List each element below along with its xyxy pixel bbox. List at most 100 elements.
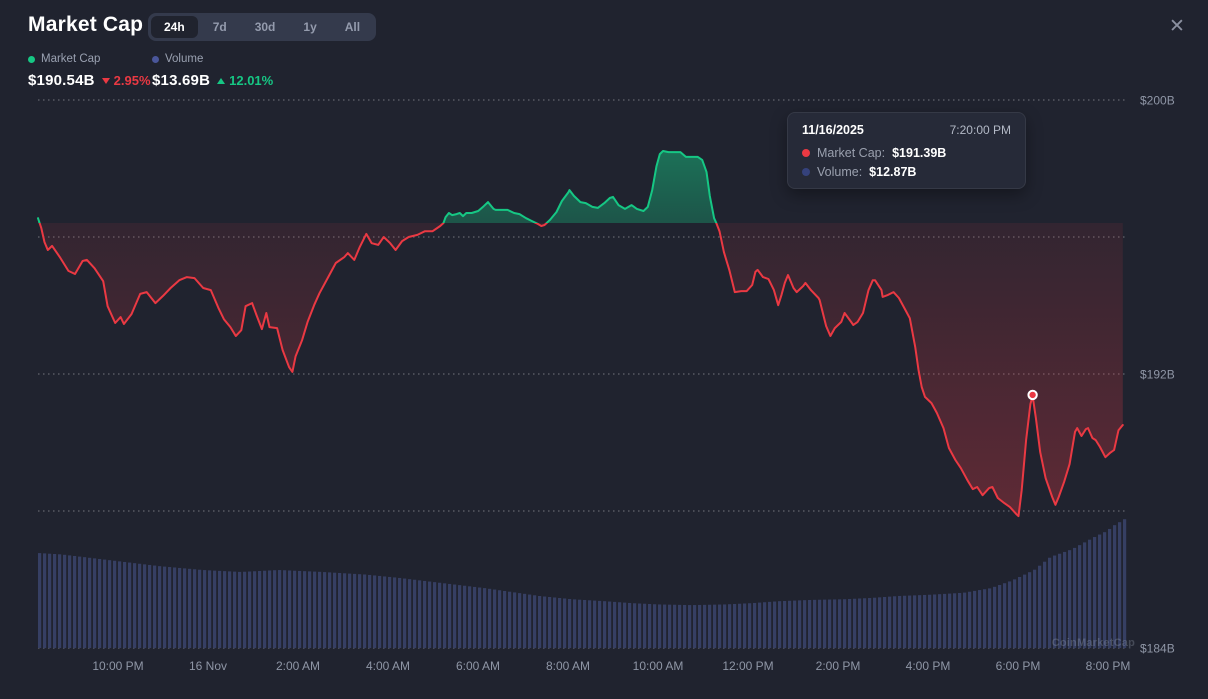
volume-bar: [823, 599, 827, 648]
volume-bar: [198, 569, 202, 648]
volume-bar: [158, 566, 162, 648]
volume-bar: [673, 604, 677, 648]
volume-bar: [788, 600, 792, 648]
volume-bar: [128, 562, 132, 648]
tooltip-row-label: Market Cap:: [817, 146, 886, 160]
volume-bar: [328, 572, 332, 648]
volume-bar: [753, 602, 757, 648]
volume-bar: [508, 591, 512, 648]
volume-bar: [588, 600, 592, 648]
price-line: [37, 150, 1124, 518]
volume-bar: [663, 604, 667, 648]
volume-bar: [668, 604, 672, 648]
volume-bar: [368, 574, 372, 648]
area-fill-up: [38, 151, 717, 223]
x-axis-label: 16 Nov: [189, 659, 227, 673]
volume-bar: [813, 599, 817, 648]
area-fill-down: [38, 222, 1123, 517]
volume-bar: [393, 577, 397, 648]
legend-volume[interactable]: Volume $13.69B 12.01%: [152, 52, 273, 89]
volume-bar: [948, 593, 952, 648]
volume-bar: [718, 604, 722, 648]
volume-bar: [453, 584, 457, 648]
volume-bar: [933, 594, 937, 648]
volume-bar: [798, 600, 802, 648]
chart-tooltip: 11/16/2025 7:20:00 PM Market Cap: $191.39…: [787, 112, 1026, 189]
volume-bar: [868, 598, 872, 648]
volume-bar: [428, 581, 432, 648]
volume-bar: [833, 599, 837, 648]
volume-dot-icon: [152, 55, 159, 63]
volume-bar: [43, 553, 47, 648]
volume-bar: [1083, 542, 1087, 648]
volume-bar: [843, 599, 847, 648]
time-range-7d[interactable]: 7d: [200, 16, 240, 38]
volume-bar: [818, 599, 822, 648]
volume-bar: [193, 569, 197, 648]
volume-bar: [63, 554, 67, 648]
hover-marker: [1027, 389, 1038, 401]
volume-bar: [928, 594, 932, 648]
volume-bar: [898, 595, 902, 648]
volume-bar: [1113, 525, 1117, 648]
volume-bar: [988, 588, 992, 648]
volume-bar: [703, 604, 707, 648]
tooltip-time: 7:20:00 PM: [949, 123, 1011, 137]
volume-bar: [633, 603, 637, 648]
volume-bar: [108, 560, 112, 648]
volume-bar: [1098, 534, 1102, 648]
volume-bar: [628, 602, 632, 648]
volume-bar: [423, 580, 427, 648]
volume-bar: [498, 590, 502, 648]
volume-bar: [248, 571, 252, 648]
volume-bar: [153, 565, 157, 648]
volume-bar: [383, 576, 387, 648]
volume-bar: [593, 600, 597, 648]
volume-bar: [558, 597, 562, 648]
volume-bar: [768, 601, 772, 648]
volume-change: 12.01%: [217, 73, 273, 88]
volume-bar: [693, 605, 697, 648]
time-range-24h[interactable]: 24h: [151, 16, 198, 38]
volume-bar: [73, 555, 77, 648]
volume-bar: [298, 570, 302, 648]
time-range-group: 24h 7d 30d 1y All: [148, 13, 377, 41]
volume-value: $13.69B: [152, 72, 211, 89]
volume-bar: [493, 589, 497, 648]
x-axis-label: 2:00 PM: [816, 659, 861, 673]
volume-bar: [203, 570, 207, 648]
volume-bar: [548, 596, 552, 648]
volume-bar: [208, 570, 212, 648]
volume-bar: [1053, 555, 1057, 648]
time-range-all[interactable]: All: [332, 16, 373, 38]
volume-bar: [993, 586, 997, 648]
legend-market-cap[interactable]: Market Cap $190.54B 2.95%: [28, 52, 151, 89]
volume-bar: [538, 595, 542, 648]
volume-bar: [278, 570, 282, 648]
volume-bar: [603, 601, 607, 648]
volume-bar: [1093, 537, 1097, 648]
x-axis-label: 6:00 PM: [996, 659, 1041, 673]
volume-bar: [608, 601, 612, 648]
volume-bar: [433, 582, 437, 648]
volume-bar: [363, 574, 367, 648]
volume-bar: [563, 598, 567, 648]
volume-bar: [863, 598, 867, 648]
volume-bar: [688, 605, 692, 648]
close-icon[interactable]: ✕: [1164, 14, 1190, 40]
volume-bar: [218, 570, 222, 648]
x-axis-label: 4:00 PM: [906, 659, 951, 673]
volume-bar: [283, 570, 287, 648]
volume-bar: [853, 598, 857, 648]
volume-bar: [533, 595, 537, 648]
volume-bar: [728, 604, 732, 648]
volume-bar: [58, 554, 62, 648]
time-range-30d[interactable]: 30d: [242, 16, 289, 38]
volume-bar: [238, 571, 242, 648]
time-range-1y[interactable]: 1y: [290, 16, 329, 38]
volume-bar: [943, 593, 947, 648]
tooltip-row-label: Volume:: [817, 165, 863, 179]
volume-bar: [623, 602, 627, 648]
